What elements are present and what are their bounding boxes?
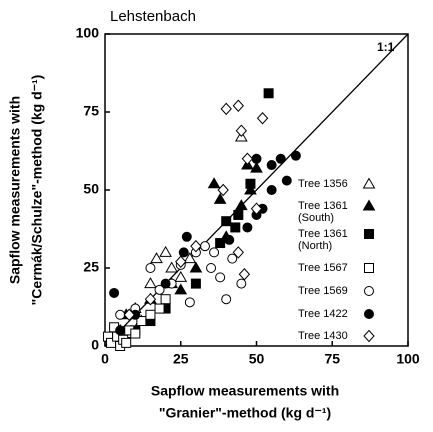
point xyxy=(220,102,232,116)
point xyxy=(263,88,274,99)
point xyxy=(245,178,256,189)
chart-title: Lehstenbach xyxy=(110,8,196,25)
point xyxy=(221,294,232,305)
point xyxy=(213,192,227,204)
point xyxy=(181,231,192,242)
y-tick-label: 0 xyxy=(91,337,99,353)
x-tick-label: 75 xyxy=(324,351,340,367)
point xyxy=(130,328,141,339)
point xyxy=(250,161,263,173)
legend-label: Tree 1361 (South) xyxy=(298,200,348,224)
point xyxy=(159,245,172,257)
point xyxy=(234,199,248,211)
point xyxy=(160,294,171,305)
point xyxy=(217,183,229,197)
x-tick-label: 100 xyxy=(396,351,420,367)
point xyxy=(242,222,253,233)
point xyxy=(115,309,126,320)
point xyxy=(190,278,201,289)
legend-label: Tree 1567 xyxy=(298,262,348,274)
point xyxy=(207,177,221,189)
point xyxy=(244,183,257,195)
point xyxy=(174,270,188,282)
point xyxy=(189,261,203,273)
x-tick-label: 25 xyxy=(173,351,189,367)
x-axis-label: Sapflow measurements with xyxy=(151,383,339,399)
point xyxy=(136,316,147,327)
point xyxy=(251,153,262,164)
point xyxy=(184,297,195,308)
legend-marker xyxy=(364,263,374,273)
point xyxy=(281,175,292,186)
point xyxy=(175,255,187,269)
legend-marker xyxy=(364,286,374,296)
legend-label: Tree 1361 (North) xyxy=(298,228,348,252)
legend-marker xyxy=(362,199,376,211)
point xyxy=(227,253,238,264)
point xyxy=(275,153,286,164)
point xyxy=(235,124,248,137)
legend-marker xyxy=(364,309,374,319)
point xyxy=(209,247,220,258)
point xyxy=(266,185,277,195)
legend-label: Tree 1430 xyxy=(298,330,348,342)
legend-marker xyxy=(362,177,376,189)
y-axis-label: Sapflow measurements with xyxy=(7,96,23,284)
point xyxy=(266,160,277,171)
point xyxy=(290,150,301,161)
point xyxy=(230,222,241,233)
annotation: 1:1 xyxy=(377,40,395,54)
y-tick-label: 25 xyxy=(83,259,99,275)
legend-marker xyxy=(364,229,374,239)
point xyxy=(150,252,163,264)
point xyxy=(178,247,189,258)
point xyxy=(232,99,244,113)
point xyxy=(109,287,120,298)
x-axis-label: "Granier"-method (kg d⁻¹) xyxy=(159,405,331,421)
point xyxy=(250,202,263,215)
y-tick-label: 75 xyxy=(83,103,99,119)
identity-line xyxy=(104,33,409,347)
point xyxy=(215,238,226,249)
point xyxy=(160,278,171,289)
point xyxy=(256,111,269,125)
point xyxy=(165,261,179,273)
point xyxy=(123,308,135,322)
y-tick-label: 50 xyxy=(83,181,99,197)
legend-label: Tree 1569 xyxy=(298,285,348,297)
point xyxy=(144,277,157,289)
point xyxy=(121,337,132,348)
x-tick-label: 50 xyxy=(249,351,265,367)
point xyxy=(221,216,232,227)
point xyxy=(174,283,188,295)
point xyxy=(215,272,226,283)
point xyxy=(115,325,126,336)
point xyxy=(183,252,197,264)
point xyxy=(199,241,210,252)
point xyxy=(232,246,244,259)
point xyxy=(236,278,247,289)
point xyxy=(154,303,165,314)
point xyxy=(190,239,202,253)
point xyxy=(206,263,217,273)
point xyxy=(145,309,156,320)
y-tick-label: 100 xyxy=(76,25,100,41)
y-axis-label: "Cermák/Schulze"-method (kg d⁻¹) xyxy=(29,75,45,306)
point xyxy=(241,152,254,166)
point xyxy=(224,234,235,245)
point xyxy=(144,292,157,306)
point xyxy=(238,267,251,281)
legend-label: Tree 1422 xyxy=(298,308,348,320)
point xyxy=(145,263,156,273)
legend-marker xyxy=(363,329,375,343)
point xyxy=(233,209,244,220)
point xyxy=(154,284,165,295)
x-tick-label: 0 xyxy=(101,351,109,367)
legend-label: Tree 1356 xyxy=(298,178,348,190)
